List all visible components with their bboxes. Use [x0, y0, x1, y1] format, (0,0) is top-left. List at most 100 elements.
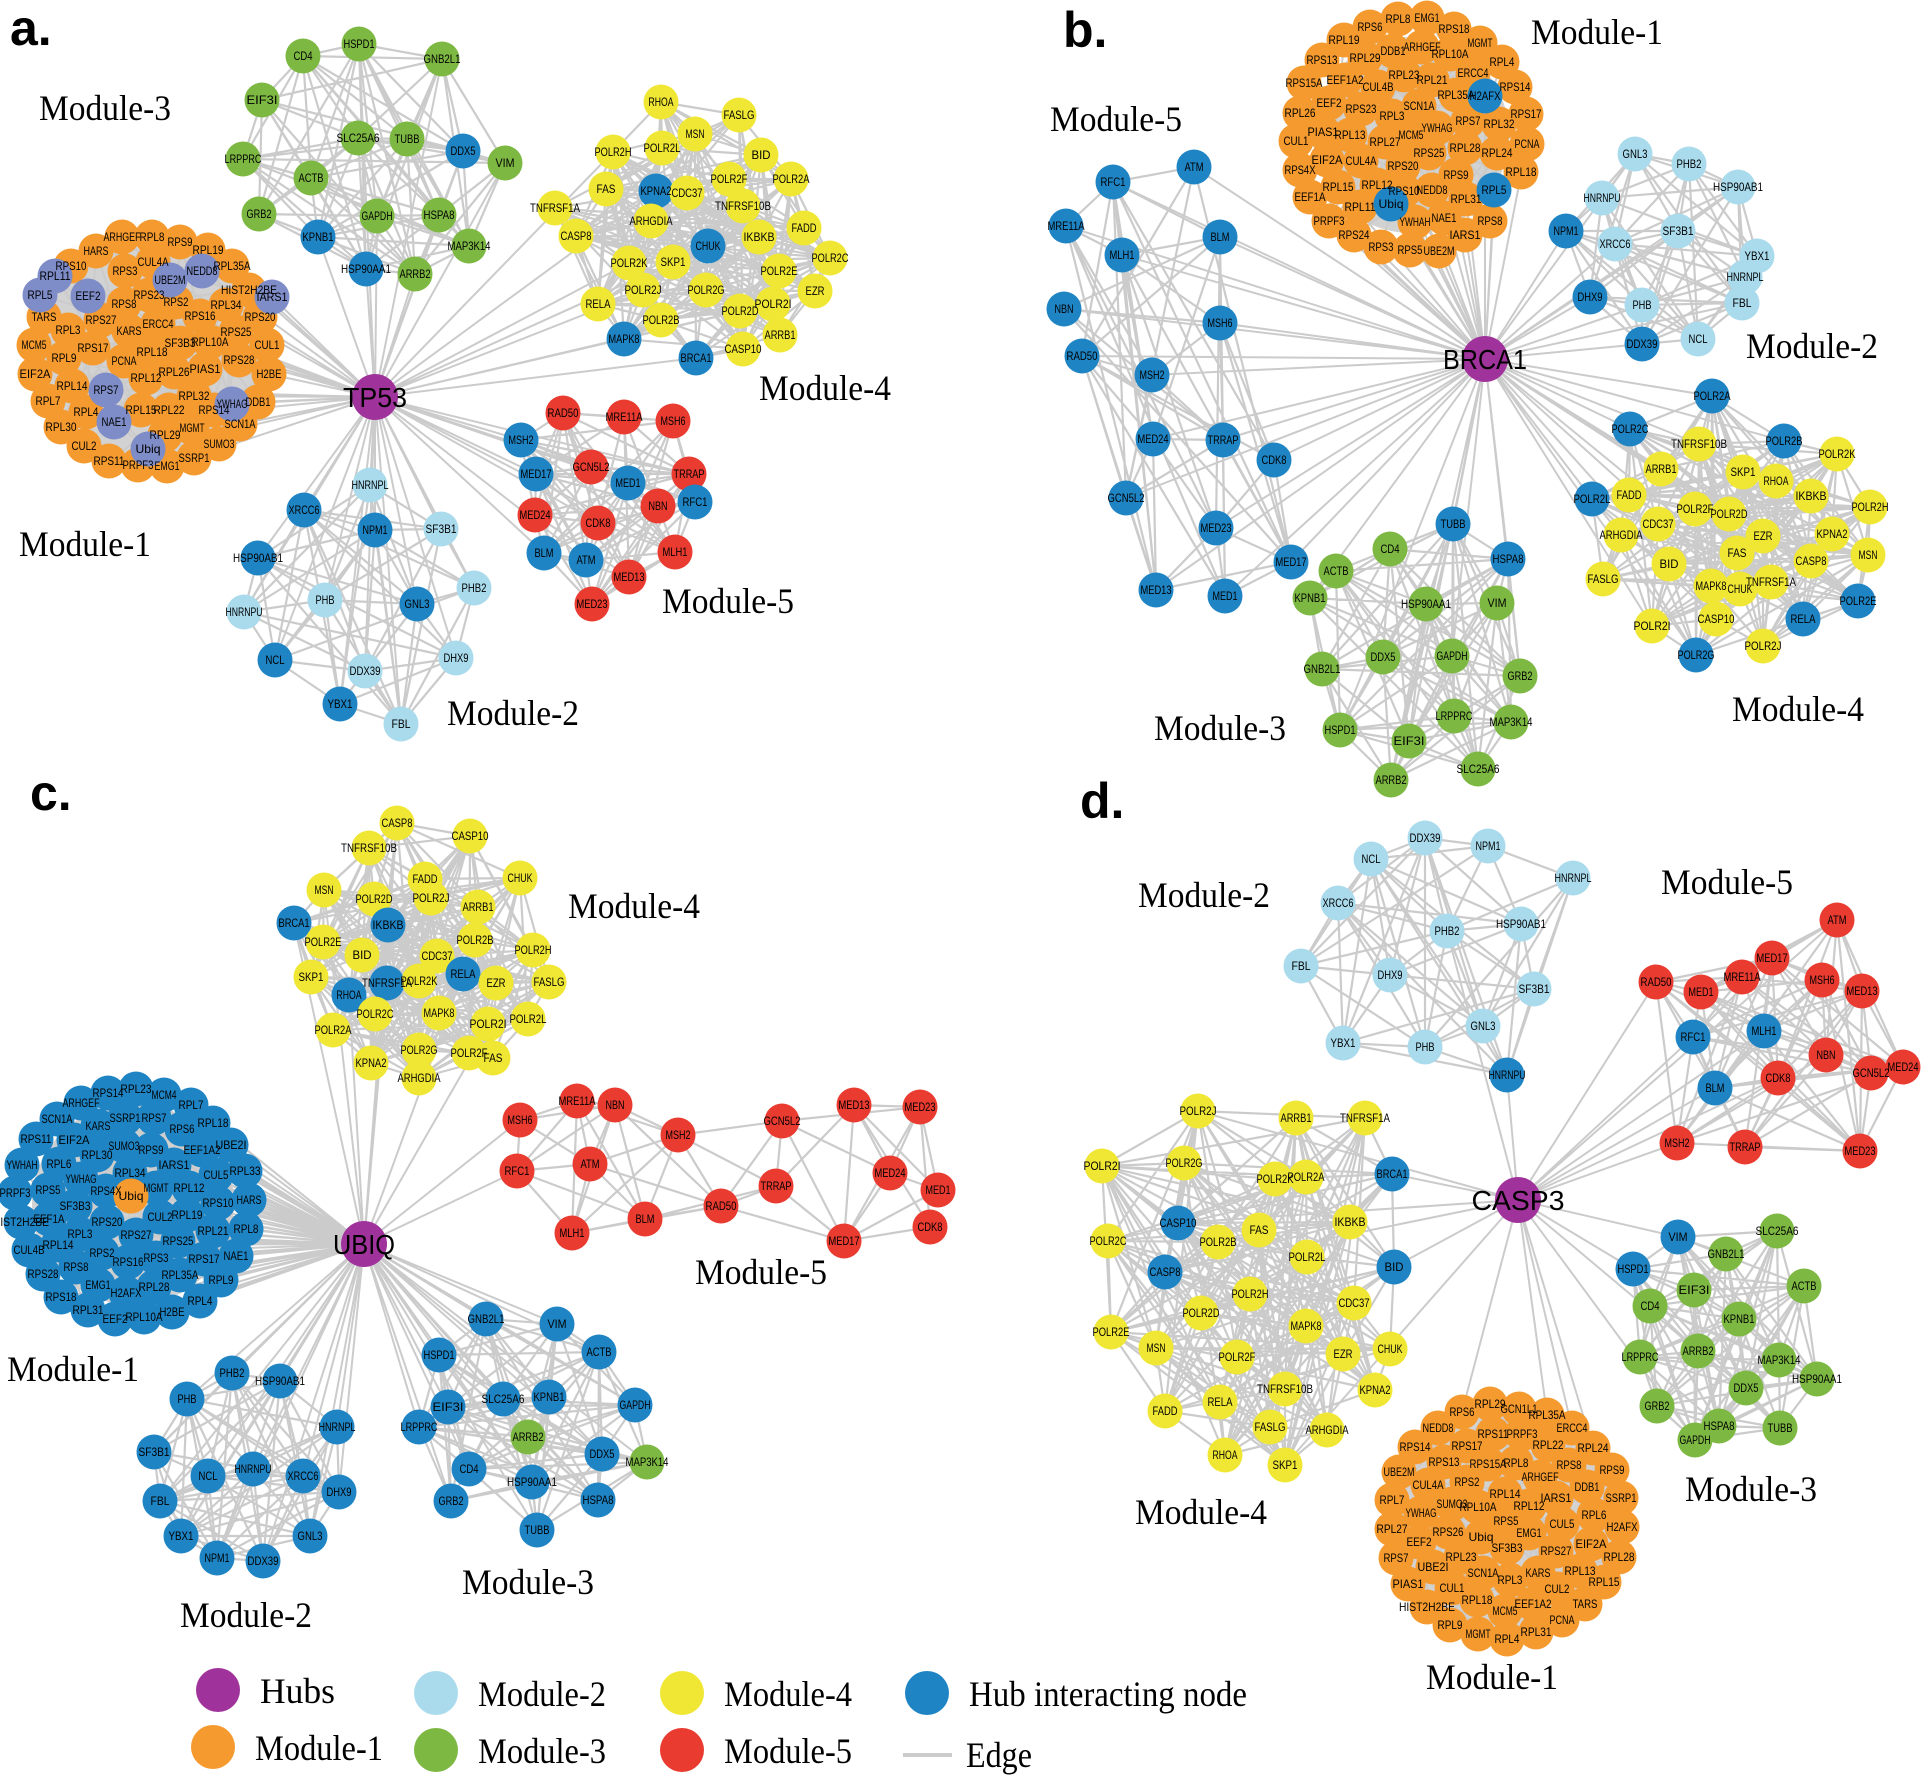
- svg-text:HSP90AA1: HSP90AA1: [1792, 1372, 1842, 1386]
- svg-text:CASP3: CASP3: [1472, 1185, 1565, 1216]
- svg-text:PRPF3: PRPF3: [123, 458, 154, 472]
- svg-text:NBN: NBN: [606, 1098, 625, 1112]
- svg-text:POLR2I: POLR2I: [470, 1017, 507, 1031]
- svg-text:RPL35A: RPL35A: [162, 1268, 199, 1282]
- svg-text:TRRAP: TRRAP: [674, 467, 705, 481]
- svg-text:NBN: NBN: [1817, 1048, 1836, 1062]
- svg-text:ARHGDIA: ARHGDIA: [630, 214, 673, 228]
- svg-text:IKBKB: IKBKB: [1796, 489, 1827, 503]
- svg-text:HIST2H2BE: HIST2H2BE: [1399, 1600, 1455, 1614]
- svg-text:NPM1: NPM1: [363, 523, 388, 537]
- svg-text:CUL2: CUL2: [72, 439, 97, 453]
- svg-text:RPL4: RPL4: [1495, 1632, 1520, 1646]
- svg-text:RPL35A: RPL35A: [1438, 88, 1475, 102]
- svg-text:MGMT: MGMT: [144, 1181, 169, 1195]
- svg-text:UBE2I: UBE2I: [1418, 1560, 1449, 1574]
- svg-text:GNB2L1: GNB2L1: [1304, 662, 1341, 676]
- svg-text:POLR2C: POLR2C: [812, 251, 849, 265]
- svg-text:POLR2C: POLR2C: [1090, 1234, 1127, 1248]
- svg-text:LRPPRC: LRPPRC: [1436, 709, 1473, 723]
- svg-text:RPS20: RPS20: [1388, 159, 1419, 173]
- svg-text:POLR2J: POLR2J: [1745, 639, 1782, 653]
- svg-text:HNRNPL: HNRNPL: [1727, 270, 1764, 284]
- svg-text:MSH6: MSH6: [661, 414, 686, 428]
- svg-text:MED13: MED13: [1141, 583, 1172, 597]
- svg-text:EMG1: EMG1: [1517, 1526, 1542, 1540]
- svg-text:IARS1: IARS1: [257, 290, 288, 304]
- svg-text:MLH1: MLH1: [560, 1226, 585, 1240]
- svg-text:RPL29: RPL29: [1350, 51, 1381, 65]
- svg-text:RPS28: RPS28: [28, 1267, 59, 1281]
- svg-text:CASP10: CASP10: [452, 829, 489, 843]
- svg-text:Module-5: Module-5: [695, 1252, 827, 1292]
- svg-text:EIF3I: EIF3I: [1679, 1283, 1710, 1297]
- svg-text:BLM: BLM: [636, 1212, 655, 1226]
- svg-text:MGMT: MGMT: [1468, 36, 1493, 50]
- svg-text:RPL9: RPL9: [209, 1273, 234, 1287]
- svg-text:GNB2L1: GNB2L1: [424, 52, 461, 66]
- svg-text:Hubs: Hubs: [260, 1671, 335, 1711]
- svg-text:GAPDH: GAPDH: [1437, 649, 1468, 663]
- svg-text:CDK8: CDK8: [918, 1220, 943, 1234]
- svg-text:BID: BID: [1385, 1260, 1404, 1274]
- svg-text:RPS15A: RPS15A: [1286, 76, 1323, 90]
- svg-text:RPS28: RPS28: [224, 353, 255, 367]
- svg-text:RELA: RELA: [1791, 612, 1816, 626]
- svg-text:HSP90AB1: HSP90AB1: [1496, 917, 1546, 931]
- svg-text:GAPDH: GAPDH: [620, 1398, 651, 1412]
- svg-text:POLR2E: POLR2E: [1093, 1325, 1130, 1339]
- svg-text:KPNB1: KPNB1: [534, 1390, 565, 1404]
- svg-text:RPL8: RPL8: [1386, 12, 1411, 26]
- svg-text:PHB2: PHB2: [220, 1366, 245, 1380]
- svg-text:EEF2: EEF2: [1407, 1535, 1432, 1549]
- svg-text:RPS13: RPS13: [1307, 53, 1338, 67]
- svg-text:SUMO3: SUMO3: [204, 437, 235, 451]
- svg-text:MLH1: MLH1: [1752, 1024, 1777, 1038]
- svg-text:EEF1A2: EEF1A2: [1515, 1597, 1552, 1611]
- svg-text:SF3B1: SF3B1: [139, 1445, 170, 1459]
- svg-text:MAPK8: MAPK8: [1291, 1319, 1322, 1333]
- svg-text:ARRB1: ARRB1: [1281, 1111, 1312, 1125]
- svg-text:GCN5L2: GCN5L2: [1853, 1066, 1890, 1080]
- svg-text:EZR: EZR: [806, 284, 825, 298]
- svg-text:RPS2: RPS2: [1455, 1475, 1480, 1489]
- svg-text:RPL18: RPL18: [198, 1116, 229, 1130]
- svg-text:RPS8: RPS8: [1557, 1458, 1582, 1472]
- svg-text:RPL14: RPL14: [1490, 1487, 1521, 1501]
- svg-text:CDK8: CDK8: [1766, 1071, 1791, 1085]
- svg-text:DHX9: DHX9: [1378, 968, 1403, 982]
- svg-text:CHUK: CHUK: [508, 871, 533, 885]
- svg-text:SF3B1: SF3B1: [1519, 982, 1550, 996]
- svg-text:RPL10A: RPL10A: [1432, 47, 1469, 61]
- svg-text:RPS25: RPS25: [1414, 146, 1445, 160]
- svg-text:KARS: KARS: [1526, 1566, 1551, 1580]
- svg-text:YWHAG: YWHAG: [66, 1172, 97, 1186]
- svg-text:Module-2: Module-2: [447, 693, 579, 733]
- svg-text:RPS2: RPS2: [164, 295, 189, 309]
- svg-text:POLR2E: POLR2E: [1840, 594, 1877, 608]
- svg-text:POLR2G: POLR2G: [401, 1043, 438, 1057]
- svg-text:SKP1: SKP1: [661, 255, 686, 269]
- svg-text:PIAS1: PIAS1: [1308, 125, 1339, 139]
- svg-text:HNRNPU: HNRNPU: [235, 1462, 272, 1476]
- svg-text:HNRNPU: HNRNPU: [1489, 1068, 1526, 1082]
- svg-text:HIST2H2BE: HIST2H2BE: [221, 283, 277, 297]
- svg-text:RPL7: RPL7: [179, 1098, 204, 1112]
- svg-text:UBE2M: UBE2M: [1384, 1465, 1415, 1479]
- svg-text:NEDD8: NEDD8: [1417, 183, 1448, 197]
- svg-text:KPNA2: KPNA2: [1817, 527, 1848, 541]
- svg-text:RPL29: RPL29: [150, 428, 181, 442]
- svg-text:LRPPRC: LRPPRC: [401, 1420, 438, 1434]
- svg-text:Module-1: Module-1: [255, 1728, 383, 1768]
- svg-text:RPL22: RPL22: [154, 403, 185, 417]
- svg-text:GCN5L2: GCN5L2: [573, 460, 610, 474]
- svg-text:RPL31: RPL31: [73, 1303, 104, 1317]
- svg-text:MSH2: MSH2: [1140, 368, 1165, 382]
- svg-text:SLC25A6: SLC25A6: [482, 1392, 525, 1406]
- svg-text:MSN: MSN: [315, 883, 334, 897]
- svg-text:CHUK: CHUK: [1378, 1342, 1403, 1356]
- svg-text:POLR2I: POLR2I: [755, 297, 792, 311]
- svg-text:CASP8: CASP8: [561, 229, 592, 243]
- svg-text:DDX5: DDX5: [451, 144, 476, 158]
- svg-text:GNL3: GNL3: [1623, 147, 1648, 161]
